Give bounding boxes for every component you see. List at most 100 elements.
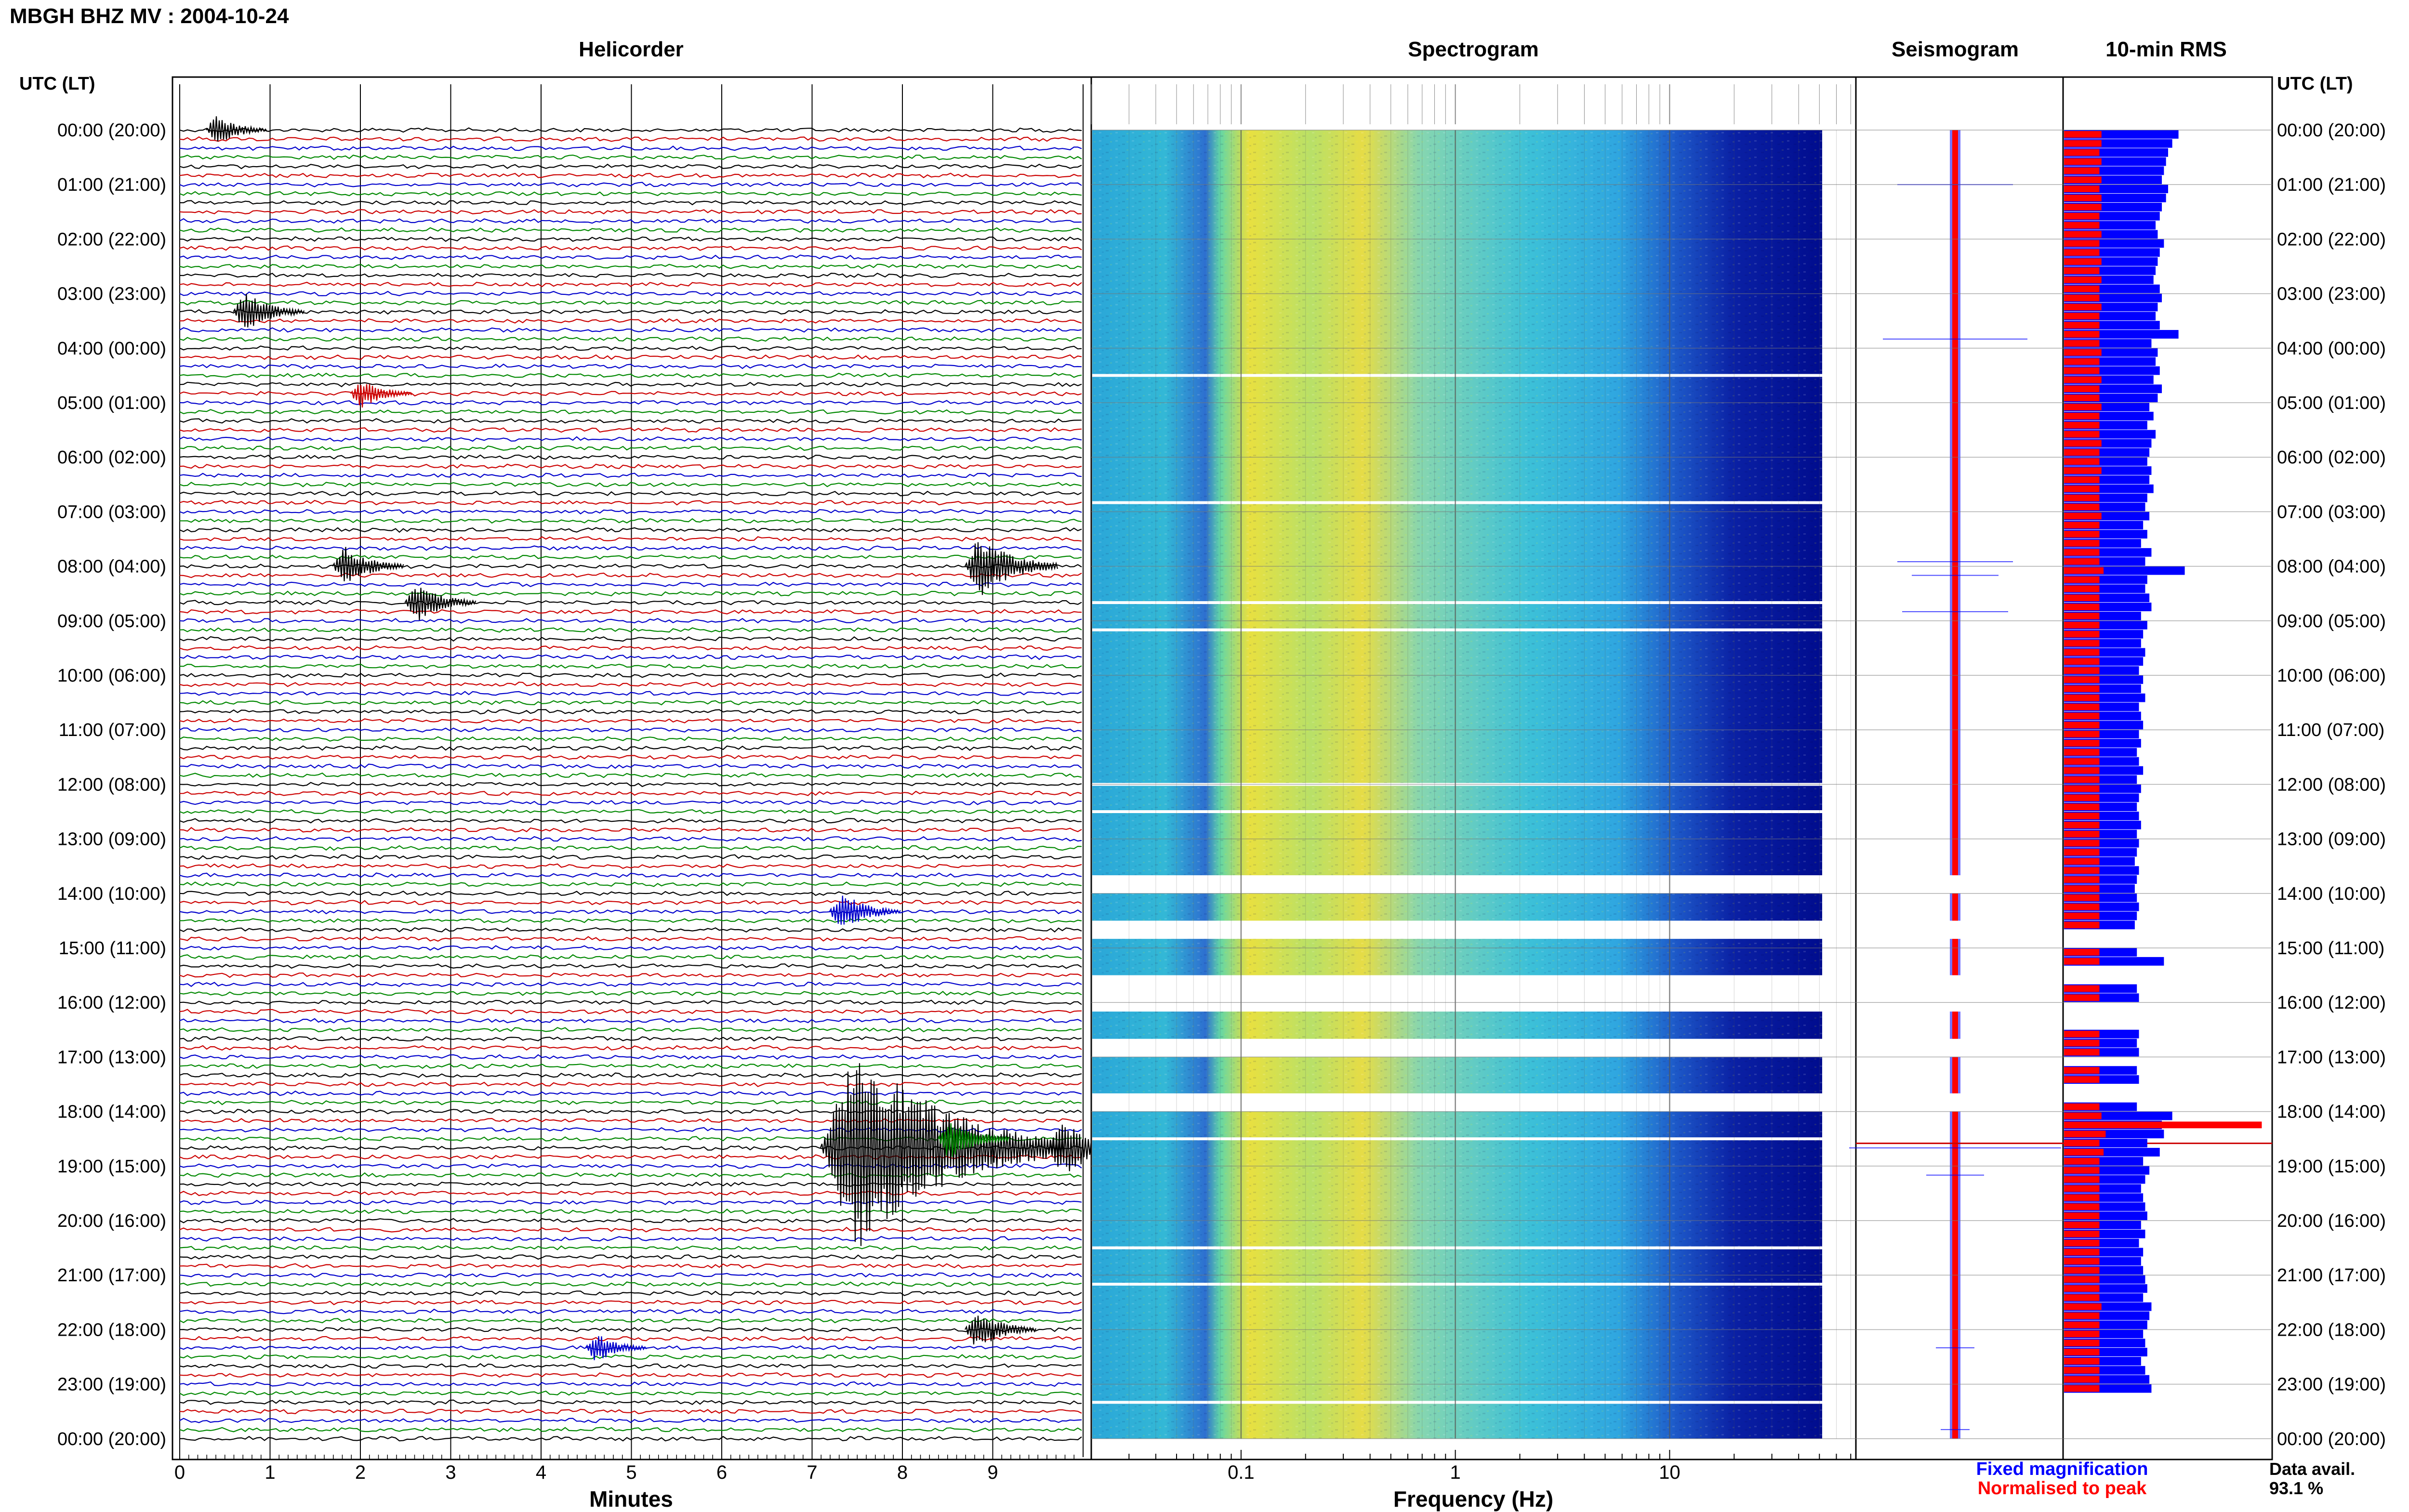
panel-title-helicorder: Helicorder [579, 38, 684, 61]
rms-bar-normalised [2064, 458, 2100, 465]
helicorder-trace [179, 545, 1082, 551]
time-label-right: 23:00 (19:00) [2277, 1375, 2386, 1395]
time-label-right: 09:00 (05:00) [2277, 611, 2386, 631]
time-label-right: 10:00 (06:00) [2277, 666, 2386, 686]
spectrogram-gap [1092, 1283, 1824, 1286]
helicorder-trace [179, 1199, 1082, 1206]
time-label-left: 08:00 (04:00) [57, 557, 166, 577]
helicorder-trace [179, 454, 1082, 460]
rms-bar-normalised [2064, 267, 2100, 274]
helicorder-trace [179, 990, 1082, 997]
helicorder-trace [179, 354, 1082, 360]
helicorder-trace [179, 827, 1082, 833]
rms-bar-normalised [2064, 1294, 2100, 1301]
rms-bar-normalised [2064, 149, 2100, 156]
rms-bar-normalised [2064, 331, 2100, 338]
helicorder-trace [179, 1390, 1082, 1396]
helicorder-trace [179, 290, 1082, 297]
helicorder-trace [179, 400, 1082, 406]
helicorder-trace [179, 999, 1082, 1005]
time-labels: 00:00 (20:00) 00:00 (20:00) 01:00 (21:00) 0… [57, 120, 2386, 1449]
helicorder-trace [179, 245, 1082, 251]
rms-bar-normalised [2064, 185, 2100, 193]
rms-bar-normalised [2064, 1312, 2100, 1319]
helicorder-trace [179, 727, 1082, 733]
rms-bar-normalised [2064, 1239, 2100, 1247]
rms-bar-normalised [2064, 604, 2100, 610]
rms-bar-normalised [2064, 513, 2102, 520]
spectrogram-gap [1092, 1137, 1824, 1141]
helicorder-trace [179, 1181, 1082, 1187]
rms-bar-normalised [2064, 1185, 2100, 1192]
helicorder-trace [179, 1218, 1082, 1223]
helicorder-trace [179, 581, 1082, 588]
helicorder-trace [179, 818, 1082, 824]
helicorder-trace [179, 154, 1082, 160]
helicorder-trace [179, 1226, 1082, 1233]
rms-bar-normalised [2064, 776, 2100, 783]
rms-bar-normalised [2064, 1121, 2262, 1129]
helicorder-trace [179, 1245, 1082, 1251]
rms-bar-normalised [2064, 794, 2100, 802]
helicorder-trace [179, 772, 1082, 778]
helicorder-trace [179, 700, 1082, 706]
rms-bar-normalised [2064, 785, 2100, 792]
rms-bar-normalised [2064, 1385, 2100, 1392]
rms-bar-normalised [2064, 531, 2100, 538]
rms-bar-normalised [2064, 549, 2100, 556]
time-label-left: 21:00 (17:00) [57, 1265, 166, 1286]
rms-bar-normalised [2064, 140, 2102, 147]
helicorder-trace [179, 927, 1082, 933]
time-label-left: 05:00 (01:00) [57, 393, 166, 413]
helicorder-trace [179, 872, 1082, 878]
seismogram-gap [1936, 920, 1974, 939]
rms-bar-normalised [2064, 703, 2100, 710]
spectrogram-gap [1092, 975, 1824, 1012]
time-label-right: 04:00 (00:00) [2277, 339, 2386, 359]
panel-title-spectrogram: Spectrogram [1408, 38, 1538, 61]
helicorder-trace [179, 1081, 1082, 1087]
helicorder-trace [179, 445, 1082, 451]
helicorder-trace [179, 1290, 1082, 1296]
time-label-left: 02:00 (22:00) [57, 229, 166, 250]
spectrogram-gap [1092, 601, 1824, 605]
rms-bar-normalised [2064, 158, 2102, 165]
minute-tick-label: 1 [265, 1462, 275, 1483]
data-availability-value: 93.1 % [2269, 1478, 2323, 1498]
rms-bar-normalised [2064, 1030, 2100, 1038]
rms-bar-normalised [2064, 958, 2100, 965]
frequency-tick-label: 1 [1450, 1462, 1461, 1483]
helicorder-event [820, 1063, 1066, 1246]
rms-bar-normalised [2064, 640, 2100, 647]
rms-bar-normalised [2064, 485, 2100, 492]
rms-bar-normalised [2064, 813, 2100, 819]
helicorder-trace [179, 381, 1082, 387]
time-label-left: 23:00 (19:00) [57, 1375, 166, 1395]
helicorder-trace [179, 1435, 1082, 1442]
helicorder-trace [179, 127, 1082, 133]
rms-bar-normalised [2064, 767, 2100, 774]
time-label-right: 13:00 (09:00) [2277, 829, 2386, 850]
minute-tick-label: 0 [174, 1462, 185, 1483]
rms-bar-normalised [2064, 195, 2102, 201]
seismogram-gap [1936, 875, 1974, 894]
time-label-right: 05:00 (01:00) [2277, 393, 2386, 413]
helicorder-trace [179, 936, 1082, 942]
rms-bar-normalised [2064, 594, 2100, 602]
helicorder-trace [179, 1317, 1082, 1324]
rms-bar-normalised [2064, 1039, 2100, 1047]
rms-bar-normalised [2064, 667, 2100, 674]
helicorder-trace [179, 963, 1082, 969]
rms-bar-normalised [2064, 276, 2102, 283]
spectrogram-gap [1092, 810, 1824, 813]
helicorder-trace [179, 273, 1082, 278]
spectrogram-gap [1092, 501, 1824, 504]
rms-bar-normalised [2064, 985, 2100, 992]
seismogram-gap [1936, 1093, 1974, 1112]
helicorder-trace [179, 1027, 1082, 1033]
spectrogram-gap [1092, 628, 1824, 631]
time-label-right: 06:00 (02:00) [2277, 447, 2386, 468]
legend-normalised-to-peak: Normalised to peak [1978, 1478, 2147, 1499]
time-label-right: 19:00 (15:00) [2277, 1157, 2386, 1177]
rms-bar-normalised [2064, 1367, 2100, 1374]
